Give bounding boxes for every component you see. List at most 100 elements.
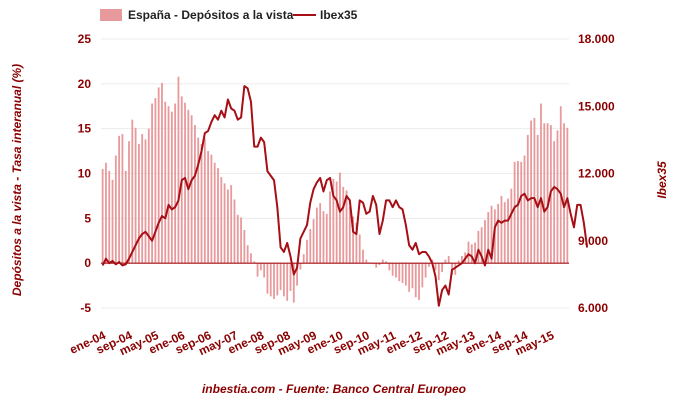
bar — [553, 141, 555, 263]
left-axis-ticks: -5 0 5 10 15 20 25 — [78, 32, 92, 315]
bar — [174, 104, 176, 264]
bar — [270, 263, 272, 296]
bar — [477, 231, 479, 263]
bar — [283, 263, 285, 296]
bar — [168, 106, 170, 263]
bar — [164, 102, 166, 263]
bar — [316, 208, 318, 264]
bar — [290, 263, 292, 291]
bar — [517, 161, 519, 263]
bar — [319, 203, 321, 263]
bar — [260, 263, 262, 270]
bar — [263, 263, 265, 277]
bar — [412, 263, 414, 288]
bar — [471, 244, 473, 263]
left-axis-title: Depósitos a la vista - Tasa interanual (… — [10, 64, 24, 296]
left-tick-label: 15 — [78, 122, 92, 136]
bar — [211, 155, 213, 263]
bar — [323, 211, 325, 263]
bar — [425, 263, 427, 277]
bar — [392, 263, 394, 276]
left-tick-label: -5 — [80, 301, 91, 315]
bar — [313, 219, 315, 263]
bar — [230, 185, 232, 263]
left-tick-label: 0 — [84, 256, 91, 270]
bar — [191, 115, 193, 263]
bar — [115, 156, 117, 264]
bar — [148, 129, 150, 264]
right-tick-label: 6.000 — [578, 301, 608, 315]
bar — [418, 263, 420, 300]
bar — [533, 118, 535, 263]
bar — [421, 263, 423, 287]
bar — [441, 263, 443, 272]
bar — [125, 171, 127, 263]
bar — [309, 229, 311, 263]
bar — [118, 136, 120, 263]
bar — [398, 263, 400, 281]
right-tick-label: 12.000 — [578, 167, 615, 181]
bar — [122, 134, 124, 263]
bar — [448, 256, 450, 263]
bar — [158, 87, 160, 263]
bar — [339, 173, 341, 264]
legend-bar-label: España - Depósitos a la vista — [128, 8, 294, 22]
bar — [194, 125, 196, 263]
bar — [217, 168, 219, 263]
bar — [497, 204, 499, 263]
bar — [342, 187, 344, 263]
bar — [306, 240, 308, 263]
right-axis-ticks: 6.000 9.000 12.000 15.000 18.000 — [578, 32, 615, 315]
bar — [214, 163, 216, 263]
bar — [102, 169, 104, 263]
bar — [207, 151, 209, 263]
bar — [112, 180, 114, 263]
bar — [405, 263, 407, 285]
bar — [141, 134, 143, 263]
bar — [243, 230, 245, 263]
bar — [201, 144, 203, 263]
bar — [504, 202, 506, 263]
source-caption: inbestia.com - Fuente: Banco Central Eur… — [202, 382, 466, 396]
bar — [257, 263, 259, 276]
legend-line-label: Ibex35 — [320, 8, 358, 22]
bar — [560, 106, 562, 263]
left-tick-label: 25 — [78, 32, 92, 46]
bar — [362, 250, 364, 263]
right-tick-label: 9.000 — [578, 234, 608, 248]
bar — [299, 263, 301, 269]
bar — [566, 128, 568, 263]
bar — [524, 156, 526, 264]
bar — [267, 263, 269, 293]
bar — [415, 263, 417, 297]
bar — [408, 263, 410, 292]
bar — [435, 263, 437, 270]
bar — [388, 263, 390, 270]
bar — [303, 254, 305, 263]
bar — [250, 253, 252, 263]
bar — [234, 200, 236, 264]
bar — [220, 177, 222, 263]
bar — [537, 135, 539, 263]
bar — [484, 220, 486, 263]
bar — [359, 234, 361, 263]
bar — [501, 196, 503, 263]
bar — [171, 112, 173, 264]
x-axis-ticks: ene-04sep-04may-05ene-06sep-06may-07ene-… — [67, 328, 556, 358]
bar — [128, 141, 130, 263]
bar — [131, 120, 133, 263]
bar — [224, 183, 226, 263]
bar — [145, 139, 147, 263]
bar — [520, 162, 522, 263]
bar-series — [101, 77, 569, 303]
left-tick-label: 5 — [84, 211, 91, 225]
bar — [543, 123, 545, 263]
bar — [161, 83, 163, 263]
bar — [280, 263, 282, 290]
bar — [154, 98, 156, 263]
legend: España - Depósitos a la vista Ibex35 — [100, 8, 358, 22]
bar — [395, 263, 397, 277]
bar — [286, 263, 288, 301]
bar — [540, 104, 542, 264]
